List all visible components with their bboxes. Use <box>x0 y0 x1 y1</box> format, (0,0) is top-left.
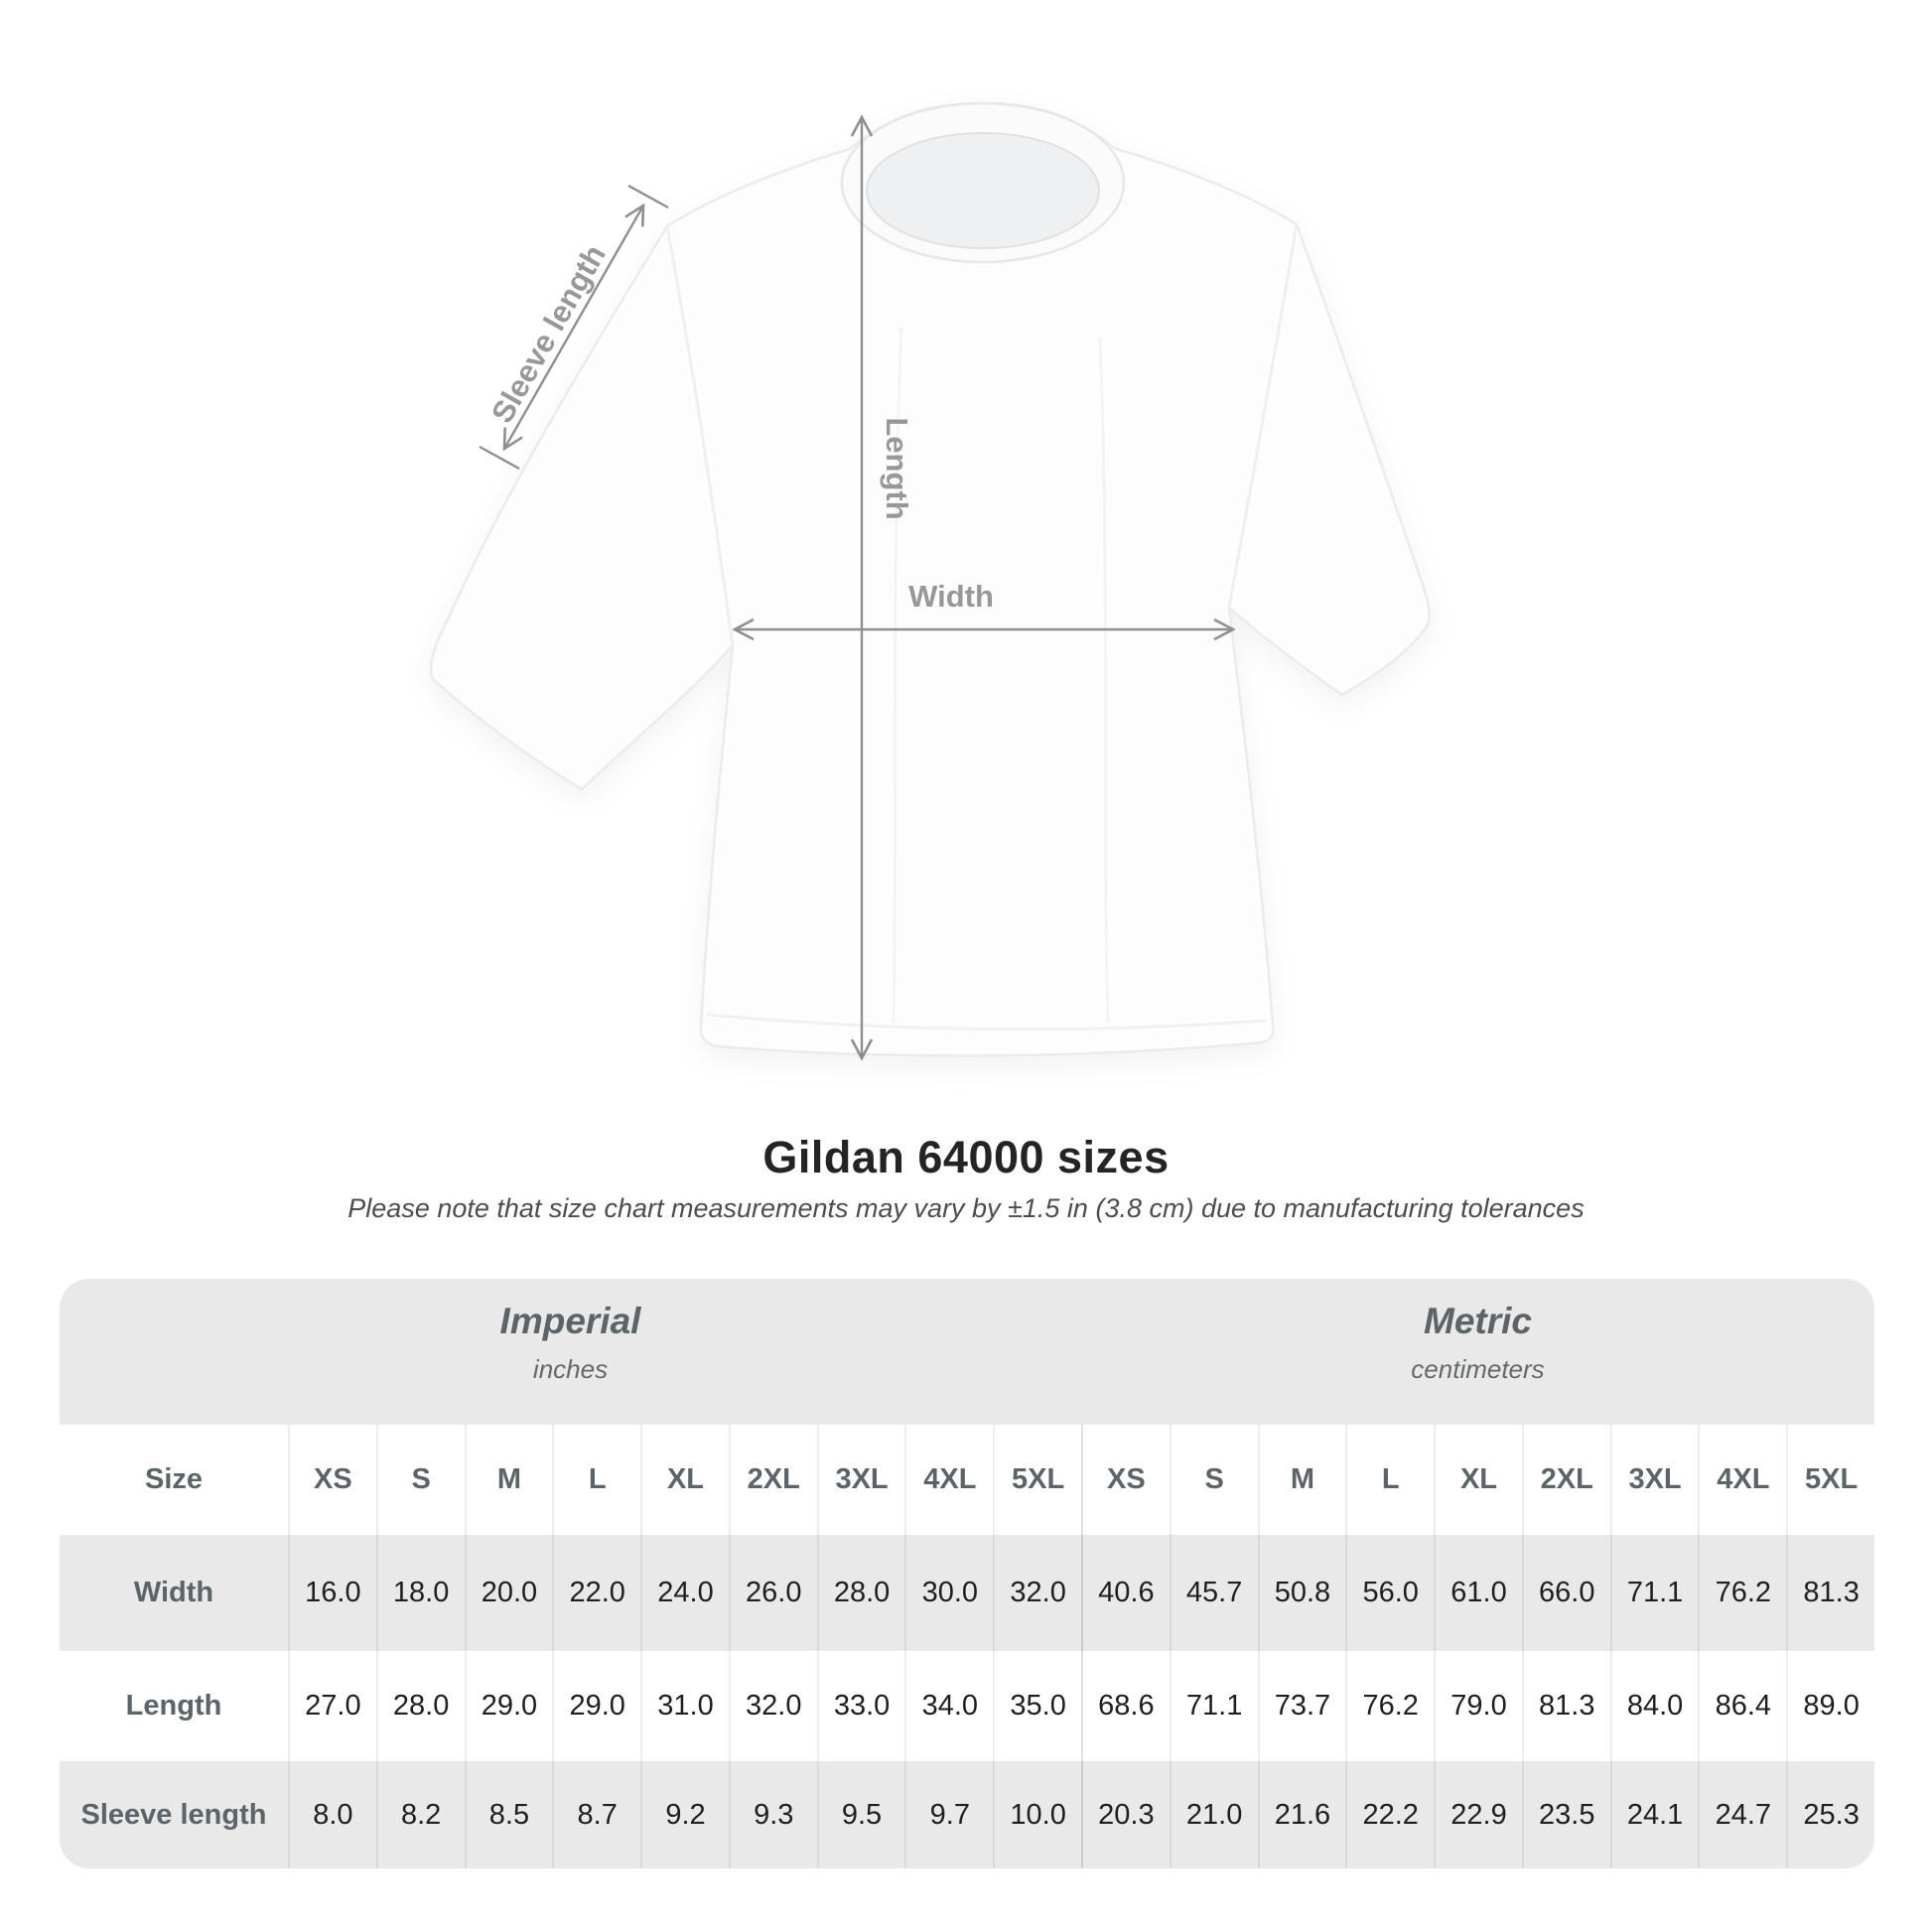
table-cell: 21.6 <box>1257 1761 1346 1868</box>
collar-opening <box>866 132 1100 249</box>
table-cell: 10.0 <box>993 1761 1081 1868</box>
table-cell: 25.3 <box>1786 1761 1874 1868</box>
group-unit: inches <box>532 1354 609 1384</box>
size-table: Imperial inches Metric centimeters Size … <box>60 1279 1874 1868</box>
table-cell: 27.0 <box>288 1651 376 1761</box>
size-header: 3XL <box>816 1425 905 1535</box>
size-header: 4XL <box>1698 1425 1786 1535</box>
table-cell: 68.6 <box>1081 1651 1170 1761</box>
table-cell: 21.0 <box>1169 1761 1258 1868</box>
table-cell: 22.9 <box>1434 1761 1522 1868</box>
group-name: Imperial <box>499 1301 641 1341</box>
row-label-length: Length <box>125 1690 222 1722</box>
table-cell: 32.0 <box>728 1651 817 1761</box>
table-cell: 28.0 <box>375 1651 465 1761</box>
group-name: Metric <box>1424 1301 1532 1341</box>
table-cell: 81.3 <box>1786 1535 1874 1651</box>
size-column-header: Size <box>144 1463 204 1495</box>
tolerance-note: Please note that size chart measurements… <box>347 1193 1585 1223</box>
table-cell: 40.6 <box>1081 1535 1170 1651</box>
table-cell: 20.0 <box>464 1535 553 1651</box>
group-unit: centimeters <box>1411 1354 1545 1384</box>
tshirt-measurement-diagram: Width Length Sleeve length <box>429 101 1431 1061</box>
table-cell: 8.2 <box>375 1761 465 1868</box>
size-header: 2XL <box>728 1425 817 1535</box>
page-title: Gildan 64000 sizes <box>762 1132 1170 1182</box>
size-header: XS <box>1081 1425 1170 1535</box>
size-header: M <box>1257 1425 1346 1535</box>
table-cell: 18.0 <box>375 1535 465 1651</box>
table-cell: 29.0 <box>552 1651 640 1761</box>
table-cell: 24.0 <box>640 1535 729 1651</box>
size-header: 3XL <box>1609 1425 1699 1535</box>
size-header: 5XL <box>993 1425 1081 1535</box>
size-header: 4XL <box>904 1425 993 1535</box>
table-cell: 33.0 <box>816 1651 905 1761</box>
table-cell: 22.0 <box>552 1535 641 1651</box>
table-cell: 28.0 <box>816 1535 905 1651</box>
table-cell: 9.3 <box>728 1761 817 1868</box>
table-cell: 35.0 <box>993 1651 1081 1761</box>
table-cell: 71.1 <box>1609 1535 1699 1651</box>
sleeve-arrow-start-tick <box>479 445 520 471</box>
table-cell: 66.0 <box>1521 1535 1610 1651</box>
table-cell: 23.5 <box>1521 1761 1610 1868</box>
table-cell: 31.0 <box>640 1651 729 1761</box>
size-header: 5XL <box>1786 1425 1874 1535</box>
row-label-sleeve-length: Sleeve length <box>60 1761 288 1868</box>
table-cell: 22.2 <box>1345 1761 1435 1868</box>
width-label: Width <box>908 579 994 614</box>
table-cell: 84.0 <box>1609 1651 1699 1761</box>
table-cell: 8.7 <box>552 1761 641 1868</box>
table-cell: 56.0 <box>1345 1535 1435 1651</box>
table-cell: 9.2 <box>640 1761 729 1868</box>
size-header: M <box>464 1425 553 1535</box>
group-header-metric: Metric centimeters <box>1081 1279 1874 1425</box>
table-cell: 61.0 <box>1434 1535 1522 1651</box>
table-cell: 76.2 <box>1345 1651 1434 1761</box>
table-cell: 8.5 <box>464 1761 553 1868</box>
tshirt-graphic <box>429 101 1431 1057</box>
table-cell: 29.0 <box>464 1651 553 1761</box>
size-header: S <box>375 1425 465 1535</box>
table-cell: 16.0 <box>288 1535 376 1651</box>
table-cell: 9.5 <box>816 1761 905 1868</box>
size-header: S <box>1169 1425 1258 1535</box>
row-label-width: Width <box>60 1535 288 1651</box>
size-header: XL <box>640 1425 729 1535</box>
table-cell: 26.0 <box>728 1535 817 1651</box>
table-cell: 73.7 <box>1257 1651 1346 1761</box>
table-cell: 24.1 <box>1609 1761 1699 1868</box>
sleeve-length-arrow <box>502 203 645 452</box>
table-cell: 81.3 <box>1521 1651 1610 1761</box>
table-cell: 79.0 <box>1434 1651 1522 1761</box>
group-header-imperial: Imperial inches <box>60 1279 1081 1425</box>
table-cell: 76.2 <box>1698 1535 1787 1651</box>
table-cell: 30.0 <box>904 1535 994 1651</box>
size-header: 2XL <box>1521 1425 1610 1535</box>
table-cell: 50.8 <box>1257 1535 1346 1651</box>
table-cell: 24.7 <box>1698 1761 1787 1868</box>
sleeve-arrow-end-tick <box>627 184 669 209</box>
size-header: XS <box>288 1425 376 1535</box>
table-cell: 8.0 <box>288 1761 376 1868</box>
size-header: L <box>1345 1425 1434 1535</box>
table-cell: 9.7 <box>904 1761 994 1868</box>
table-cell: 86.4 <box>1698 1651 1786 1761</box>
measurement-annotations <box>479 114 1236 1061</box>
table-cell: 34.0 <box>904 1651 993 1761</box>
size-header: XL <box>1434 1425 1522 1535</box>
table-cell: 71.1 <box>1169 1651 1258 1761</box>
size-header: L <box>552 1425 640 1535</box>
table-cell: 20.3 <box>1081 1761 1170 1868</box>
table-cell: 89.0 <box>1786 1651 1874 1761</box>
table-cell: 32.0 <box>993 1535 1081 1651</box>
table-cell: 45.7 <box>1169 1535 1258 1651</box>
length-label: Length <box>880 417 914 519</box>
